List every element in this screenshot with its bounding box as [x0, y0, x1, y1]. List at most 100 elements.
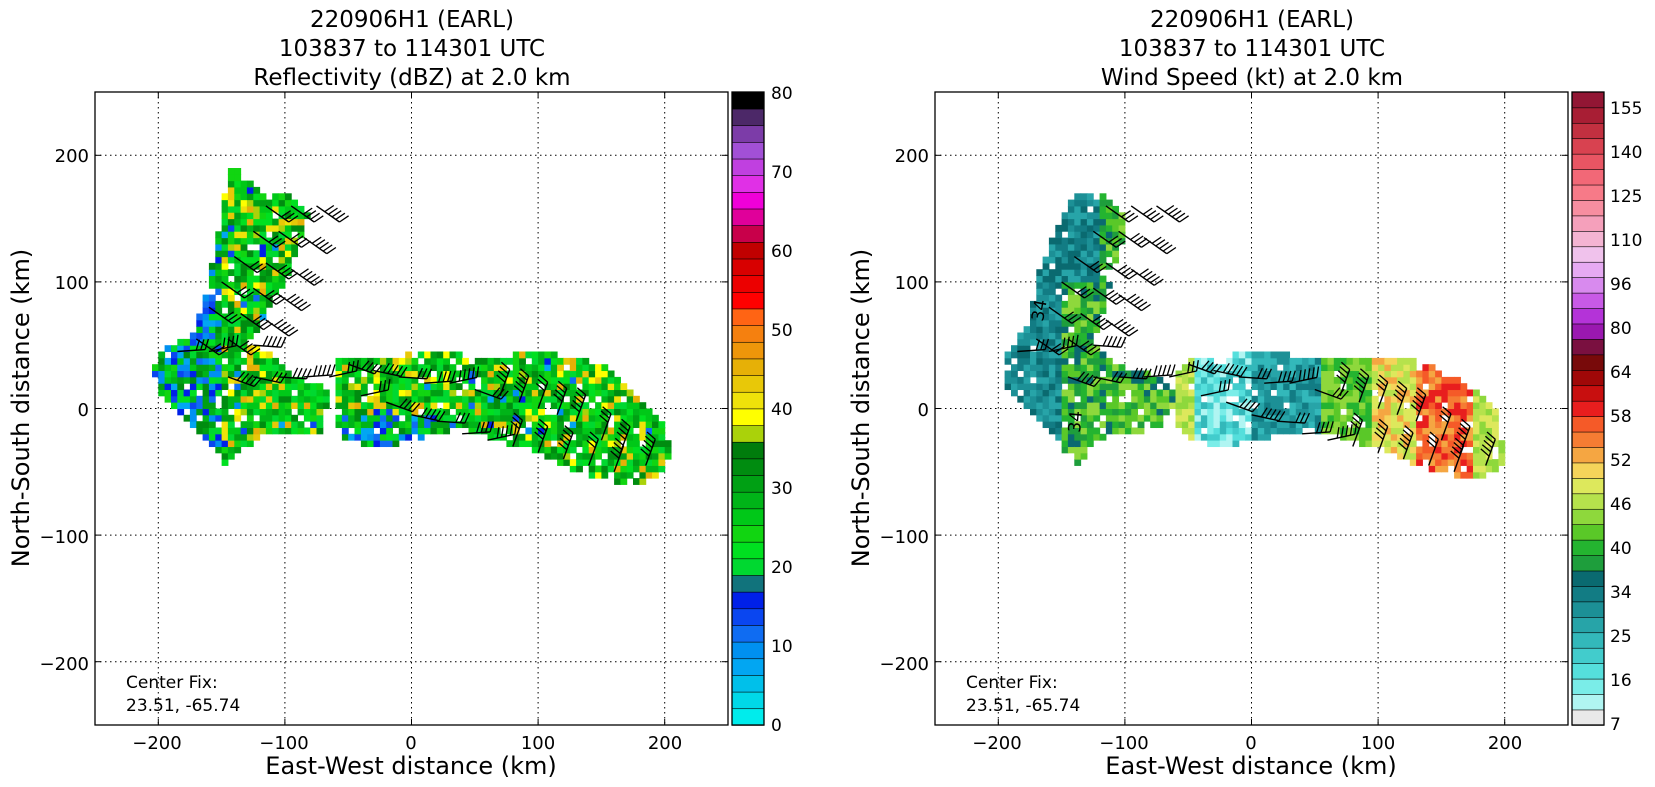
echo-cell	[538, 364, 545, 372]
echo-cell	[1181, 408, 1189, 416]
wind-barb-shaft	[347, 363, 375, 375]
echo-cell	[607, 395, 615, 403]
echo-cell	[538, 389, 545, 397]
echo-cell	[1384, 389, 1392, 397]
echo-cell	[379, 427, 387, 435]
echo-cell	[1042, 370, 1050, 378]
echo-cell	[189, 364, 197, 372]
echo-cell	[196, 338, 204, 346]
echo-cell	[1321, 402, 1328, 410]
echo-cell	[538, 446, 545, 454]
echo-cell	[1378, 383, 1385, 391]
echo-cell	[1067, 408, 1075, 416]
echo-cell	[1048, 427, 1056, 435]
echo-cell	[1460, 459, 1468, 466]
echo-cell	[1207, 427, 1215, 435]
echo-cell	[582, 433, 590, 441]
echo-cell	[1124, 383, 1132, 391]
echo-cell	[1390, 370, 1398, 378]
echo-cell	[1466, 465, 1474, 473]
echo-cell	[1270, 383, 1278, 391]
echo-cell	[1093, 218, 1101, 226]
echo-cell	[481, 402, 488, 410]
echo-cell	[620, 427, 628, 435]
echo-cell	[1067, 351, 1075, 359]
echo-cell	[1264, 421, 1272, 429]
echo-cell	[1067, 389, 1075, 397]
echo-cell	[1245, 351, 1253, 359]
colorbar-bin	[731, 208, 765, 226]
echo-cell	[360, 402, 368, 410]
echo-cell	[1289, 395, 1297, 403]
echo-cell	[1093, 224, 1101, 232]
echo-cell	[601, 459, 609, 466]
echo-cell	[373, 357, 381, 365]
echo-cell	[1118, 237, 1126, 245]
echo-cell	[506, 383, 514, 391]
echo-cell	[1067, 402, 1075, 410]
echo-cell	[1086, 433, 1094, 441]
echo-cell	[246, 408, 254, 416]
echo-cell	[1340, 414, 1347, 422]
echo-cell	[652, 459, 659, 466]
wind-barb-flag	[231, 335, 235, 347]
echo-cell	[284, 376, 292, 384]
echo-cell	[316, 389, 324, 397]
echo-cell	[1080, 408, 1088, 416]
colorbar-ticks: 155 140 125 110 96 80 64 58 52 46 40 34 …	[1610, 99, 1642, 735]
echo-cell	[1308, 370, 1316, 378]
echo-cell	[1067, 313, 1075, 321]
wind-barb-flag	[537, 423, 547, 432]
echo-cell	[1384, 402, 1392, 410]
colorbar-bin	[1571, 585, 1605, 603]
echo-cell	[1327, 370, 1335, 378]
echo-cell	[1460, 383, 1468, 391]
echo-cell	[1080, 256, 1088, 264]
echo-cell	[569, 421, 577, 429]
echo-cell	[639, 465, 647, 473]
echo-cell	[265, 237, 273, 245]
echo-cell	[379, 364, 387, 372]
echo-cell	[1321, 364, 1328, 372]
echo-cell	[1036, 402, 1044, 410]
echo-cell	[1048, 281, 1056, 289]
echo-cell	[246, 256, 254, 264]
echo-cell	[1067, 269, 1075, 277]
wind-barb-flag	[1099, 320, 1110, 328]
echo-cell	[563, 452, 571, 460]
echo-cell	[1017, 376, 1025, 384]
echo-cell	[436, 421, 444, 429]
echo-cell	[1479, 440, 1487, 448]
wind-barb-flag	[1116, 336, 1122, 348]
echo-cell	[493, 370, 501, 378]
echo-cell	[1447, 383, 1455, 391]
echo-cell	[373, 383, 381, 391]
echo-cell	[360, 440, 368, 448]
wind-barb-shaft	[556, 388, 568, 416]
echo-cell	[265, 357, 273, 365]
echo-cell	[208, 395, 216, 403]
echo-cell	[493, 421, 501, 429]
echo-cell	[196, 383, 204, 391]
colorbar-bin	[1571, 446, 1605, 464]
echo-cell	[1048, 326, 1056, 334]
echo-cell	[284, 193, 292, 201]
echo-cell	[202, 427, 210, 435]
echo-cell	[1042, 307, 1050, 315]
echo-cell	[202, 395, 210, 403]
echo-cell	[1498, 446, 1506, 454]
echo-cell	[1365, 370, 1373, 378]
echo-cell	[1371, 370, 1379, 378]
echo-cell	[550, 427, 558, 435]
echo-cell	[525, 433, 533, 441]
echo-cell	[1086, 199, 1094, 207]
wind-barb-flag	[1461, 418, 1471, 427]
echo-cell	[316, 427, 324, 435]
echo-cell	[272, 427, 280, 435]
echo-cell	[234, 338, 242, 346]
echo-cell	[1479, 414, 1487, 422]
echo-cell	[227, 231, 235, 239]
wind-barb-flag	[1209, 363, 1218, 373]
colorbar-frame	[731, 91, 765, 726]
echo-cell	[291, 421, 299, 429]
